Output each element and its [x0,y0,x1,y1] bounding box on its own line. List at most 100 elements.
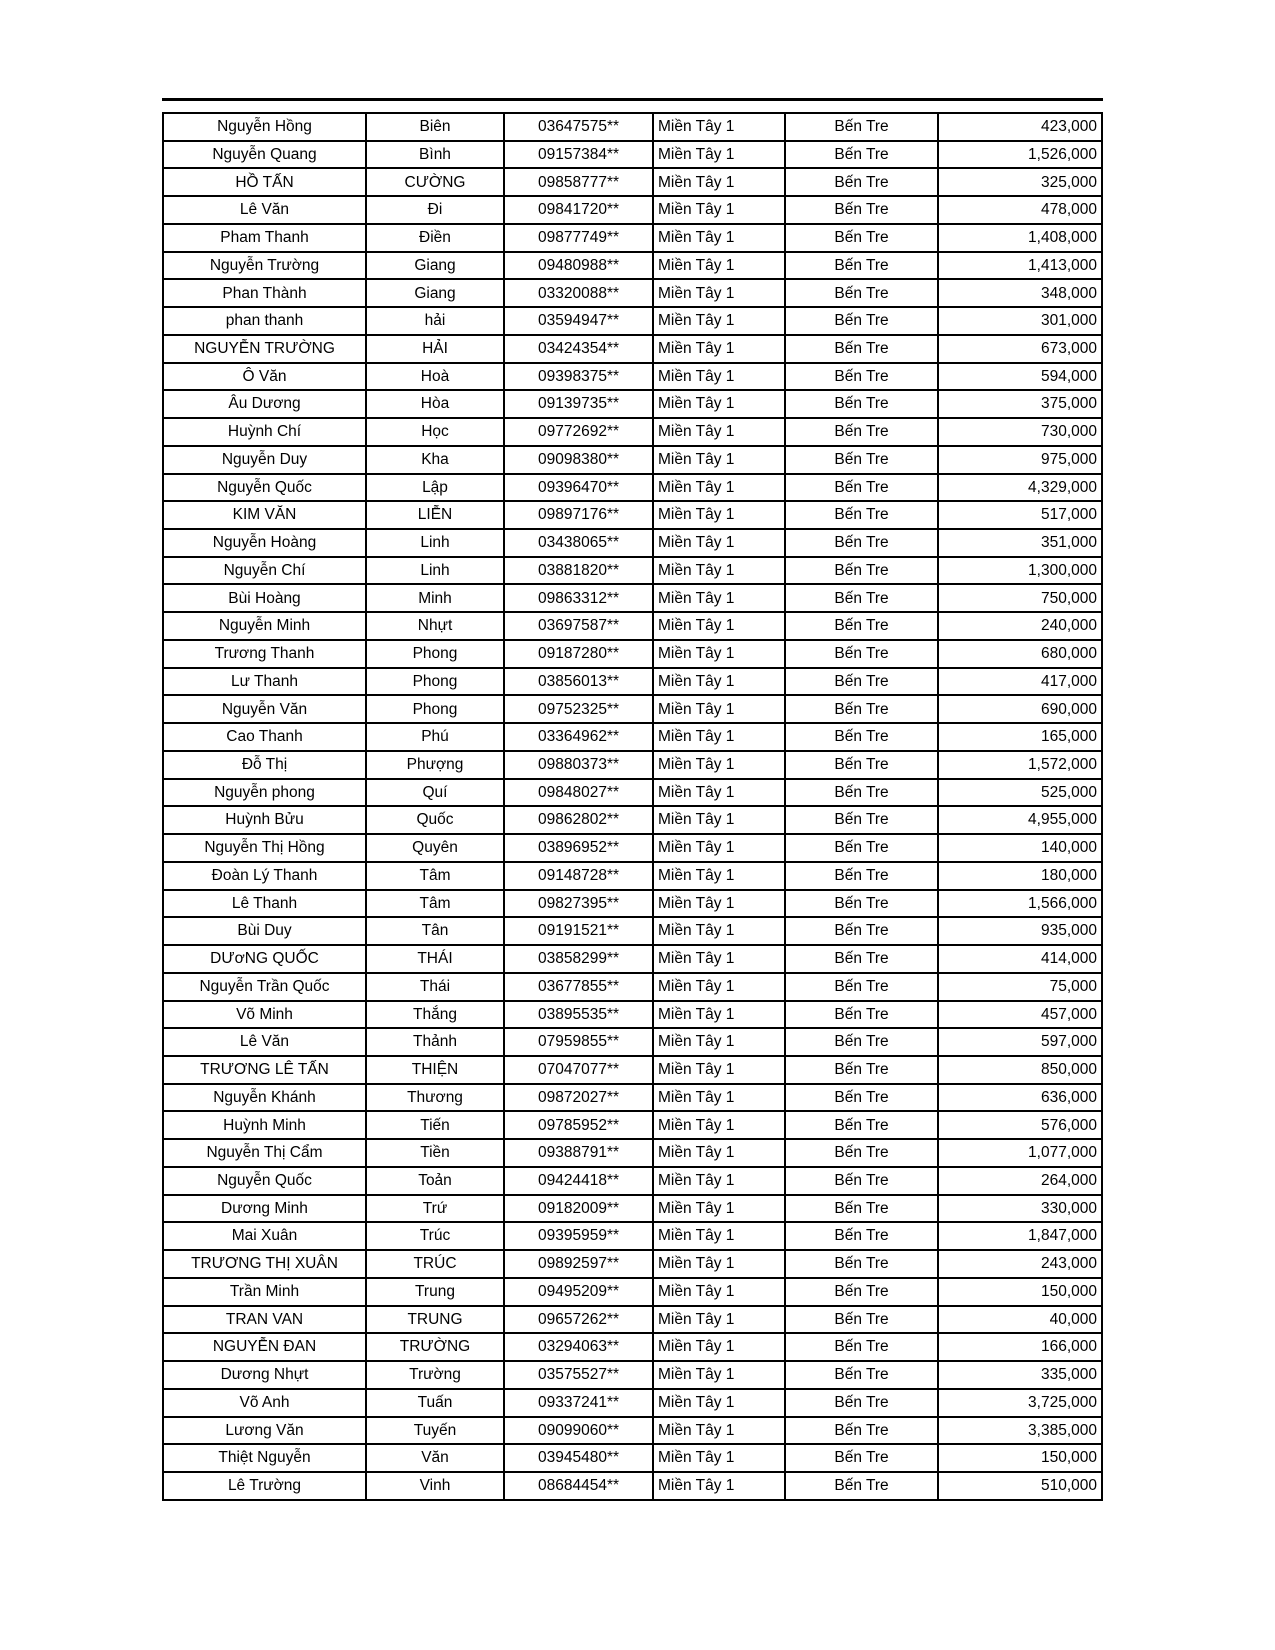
amount-cell: 1,572,000 [937,749,1103,780]
table-row: NGUYỄN ĐAN TRƯỜNG 03294063** Miền Tây 1 Bến … [162,1332,1103,1363]
phone-cell: 09862802** [503,805,654,836]
first-name-cell: Nguyễn Trường [162,250,367,281]
last-name-cell: Tiền [365,1138,505,1168]
amount-cell: 1,526,000 [937,139,1103,170]
amount-cell: 140,000 [937,833,1103,863]
table-row: HỒ TẤN CƯỜNG 09858777** Miền Tây 1 Bến Tre 32… [162,167,1103,198]
table-row: Nguyễn Hoàng Linh 03438065** Miền Tây 1 Bến … [162,528,1103,558]
phone-cell: 09098380** [503,444,654,475]
table-row: Nguyễn Thị Cẩm Tiền 09388791** Miền Tây 1 Bế… [162,1138,1103,1168]
first-name-cell: Cao Thanh [162,722,367,752]
region-cell: Miền Tây 1 [652,583,786,614]
amount-cell: 975,000 [937,444,1103,475]
table-row: Nguyễn Quốc Toản 09424418** Miền Tây 1 Bến T… [162,1165,1103,1196]
table-row: Trương Thanh Phong 09187280** Miền Tây 1 Bến… [162,638,1103,669]
last-name-cell: hải [365,306,505,336]
province-cell: Bến Tre [784,1110,939,1141]
amount-cell: 850,000 [937,1054,1103,1085]
first-name-cell: Nguyễn Quốc [162,472,367,503]
province-cell: Bến Tre [784,999,939,1030]
last-name-cell: Phong [365,694,505,725]
table-row: Mai Xuân Trúc 09395959** Miền Tây 1 Bến Tre 1… [162,1221,1103,1252]
first-name-cell: Đỗ Thị [162,749,367,780]
table-row: Bùi Duy Tân 09191521** Miền Tây 1 Bến Tre 935… [162,916,1103,947]
first-name-cell: Nguyễn Thị Hồng [162,833,367,863]
region-cell: Miền Tây 1 [652,833,786,863]
table-row: Huỳnh Chí Học 09772692** Miền Tây 1 Bến Tre 7… [162,417,1103,447]
last-name-cell: Trúc [365,1221,505,1252]
amount-cell: 301,000 [937,306,1103,336]
last-name-cell: Giang [365,278,505,309]
province-cell: Bến Tre [784,1165,939,1196]
province-cell: Bến Tre [784,250,939,281]
province-cell: Bến Tre [784,1387,939,1418]
amount-cell: 150,000 [937,1443,1103,1473]
first-name-cell: Nguyễn Thị Cẩm [162,1138,367,1168]
region-cell: Miền Tây 1 [652,306,786,336]
region-cell: Miền Tây 1 [652,1138,786,1168]
region-cell: Miền Tây 1 [652,805,786,836]
province-cell: Bến Tre [784,583,939,614]
first-name-cell: Huỳnh Minh [162,1110,367,1141]
region-cell: Miền Tây 1 [652,694,786,725]
region-cell: Miền Tây 1 [652,112,786,142]
first-name-cell: Mai Xuân [162,1221,367,1252]
region-cell: Miền Tây 1 [652,999,786,1030]
region-cell: Miền Tây 1 [652,666,786,697]
amount-cell: 243,000 [937,1249,1103,1279]
amount-cell: 40,000 [937,1304,1103,1335]
region-cell: Miền Tây 1 [652,1360,786,1390]
table-row: Huỳnh Minh Tiến 09785952** Miền Tây 1 Bến Tr… [162,1110,1103,1141]
first-name-cell: Lê Văn [162,195,367,225]
region-cell: Miền Tây 1 [652,278,786,309]
province-cell: Bến Tre [784,444,939,475]
amount-cell: 1,847,000 [937,1221,1103,1252]
table-row: Võ Anh Tuấn 09337241** Miền Tây 1 Bến Tre 3,7… [162,1387,1103,1418]
last-name-cell: TRƯỜNG [365,1332,505,1363]
last-name-cell: Giang [365,250,505,281]
last-name-cell: Linh [365,528,505,558]
province-cell: Bến Tre [784,860,939,891]
region-cell: Miền Tây 1 [652,860,786,891]
phone-cell: 09848027** [503,777,654,808]
amount-cell: 457,000 [937,999,1103,1030]
phone-cell: 03697587** [503,611,654,641]
first-name-cell: Lê Thanh [162,888,367,919]
region-cell: Miền Tây 1 [652,1110,786,1141]
phone-cell: 09182009** [503,1193,654,1224]
table-row: Nguyễn Văn Phong 09752325** Miền Tây 1 Bến T… [162,694,1103,725]
table-row: Nguyễn Quang Bình 09157384** Miền Tây 1 Bến … [162,139,1103,170]
recipient-table: Nguyễn Hồng Biên 03647575** Miền Tây 1 Bến T… [162,112,1103,1501]
amount-cell: 240,000 [937,611,1103,641]
table-row: Lê Thanh Tâm 09827395** Miền Tây 1 Bến Tre 1,… [162,888,1103,919]
region-cell: Miền Tây 1 [652,1221,786,1252]
region-cell: Miền Tây 1 [652,167,786,198]
amount-cell: 1,566,000 [937,888,1103,919]
phone-cell: 09841720** [503,195,654,225]
first-name-cell: Nguyễn Hồng [162,112,367,142]
region-cell: Miền Tây 1 [652,1165,786,1196]
first-name-cell: Bùi Hoàng [162,583,367,614]
phone-cell: 09892597** [503,1249,654,1279]
last-name-cell: Trường [365,1360,505,1390]
region-cell: Miền Tây 1 [652,389,786,420]
region-cell: Miền Tây 1 [652,528,786,558]
amount-cell: 597,000 [937,1027,1103,1057]
phone-cell: 09863312** [503,583,654,614]
phone-cell: 03438065** [503,528,654,558]
phone-cell: 09337241** [503,1387,654,1418]
first-name-cell: TRƯƠNG LÊ TẤN [162,1054,367,1085]
last-name-cell: Linh [365,555,505,586]
phone-cell: 03945480** [503,1443,654,1473]
phone-cell: 09495209** [503,1276,654,1307]
last-name-cell: Hoà [365,361,505,392]
last-name-cell: Nhựt [365,611,505,641]
province-cell: Bến Tre [784,333,939,364]
region-cell: Miền Tây 1 [652,1054,786,1085]
phone-cell: 03858299** [503,944,654,974]
province-cell: Bến Tre [784,195,939,225]
first-name-cell: NGUYỄN ĐAN [162,1332,367,1363]
province-cell: Bến Tre [784,777,939,808]
table-row: Trần Minh Trung 09495209** Miền Tây 1 Bến Tr… [162,1276,1103,1307]
amount-cell: 1,300,000 [937,555,1103,586]
